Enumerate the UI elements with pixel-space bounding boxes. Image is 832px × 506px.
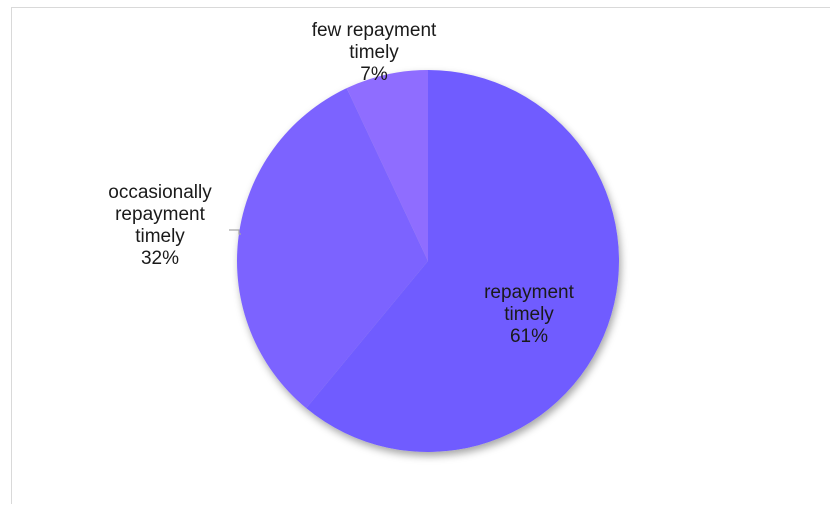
pie-slice-1 xyxy=(306,70,619,453)
slice-label-2: occasionally repayment timely 32% xyxy=(108,182,212,269)
leader-line xyxy=(229,229,241,235)
slice-label-1: repayment timely 61% xyxy=(484,282,574,347)
slice-label-3: few repayment timely 7% xyxy=(312,20,437,85)
pie-slice-3 xyxy=(346,70,428,261)
pie-chart: repayment timely 61% occasionally repayment t… xyxy=(108,20,619,453)
chart-frame: repayment timely 61% occasionally repayment t… xyxy=(11,7,830,504)
pie-slice-2 xyxy=(237,88,428,409)
